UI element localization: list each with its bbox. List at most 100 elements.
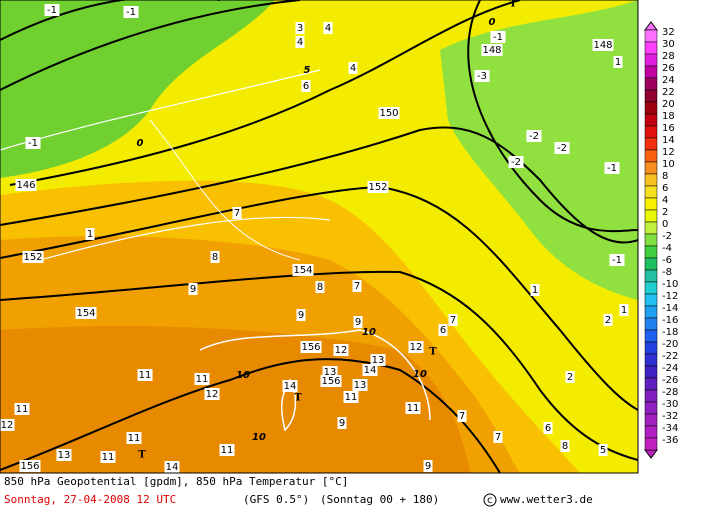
contour-label: 14 [166,462,179,473]
legend-label: 2 [662,207,668,218]
contour-label: -1 [28,138,38,149]
label-box [352,379,368,391]
footer-model: (GFS 0.5°) [243,493,309,506]
label-box [490,31,506,43]
contour-label: 11 [128,433,141,444]
label-box [295,36,305,48]
legend-cell [644,197,658,211]
legend-label: -20 [662,339,678,350]
legend-arrow-top [644,21,658,31]
contour-label: 11 [196,374,209,385]
label-box [232,207,242,219]
isotherm-label: 0 [137,138,144,149]
contour-label: 14 [284,381,297,392]
legend-cell [644,89,658,103]
contour-label: -1 [607,163,617,174]
label-box [348,62,358,74]
legend-cell [644,365,658,379]
legend-cell [644,401,658,415]
legend-label: 22 [662,87,675,98]
legend-label: 14 [662,135,675,146]
contour-label: 156 [20,461,39,472]
contour-label: 4 [350,63,356,74]
contour-label: -3 [477,71,487,82]
isotherm-label: 0 [489,17,496,28]
contour-lines [0,0,639,474]
contour-label: 6 [545,423,551,434]
contour-label: 8 [212,252,218,263]
label-box [378,107,400,119]
contour-label: -1 [126,7,136,18]
contour-label: 2 [605,315,611,326]
isotherm-label: 5 [304,65,311,76]
footer-site: www.wetter3.de [500,493,593,506]
footer-run: (Sonntag 00 + 180) [320,493,439,506]
legend-cell [644,101,658,115]
legend-label: 8 [662,171,668,182]
legend-cell [644,161,658,175]
legend-cell [644,113,658,127]
legend-cell [644,425,658,439]
legend-cell [644,413,658,427]
contour-label: 12 [206,389,219,400]
label-box [367,181,389,193]
legend-arrow-bottom [644,449,658,459]
label-box [493,431,503,443]
contour-label: 13 [372,355,385,366]
legend-label: -2 [662,231,672,242]
label-box [408,341,424,353]
contour-label: 11 [221,445,234,456]
label-box [282,380,298,392]
legend-label: -26 [662,375,678,386]
label-box [530,284,540,296]
low-marker: T [138,450,146,461]
contour-label: 7 [234,208,240,219]
legend-cell [644,257,658,271]
contour-label: 7 [459,411,465,422]
label-box [405,402,421,414]
map-background [0,0,638,473]
contour-label: 2 [567,372,573,383]
map-frame [0,0,639,474]
label-box [604,162,620,174]
legend-cell [644,353,658,367]
low-marker: T [509,0,517,10]
contour-label: 1 [532,285,538,296]
label-box [609,254,625,266]
legend-cell [644,269,658,283]
contour-label: 9 [355,317,361,328]
label-box [123,6,139,18]
label-box [320,375,342,387]
contour-label: 11 [139,370,152,381]
legend-cell [644,149,658,163]
label-box [613,56,623,68]
contour-label: -1 [612,255,622,266]
label-box [164,461,180,473]
footer-title: 850 hPa Geopotential [gpdm], 850 hPa Tem… [4,475,348,488]
legend-cell [644,77,658,91]
label-box [560,440,570,452]
label-box [565,371,575,383]
label-box [333,344,349,356]
contour-label: 156 [321,376,340,387]
label-box [337,417,347,429]
legend-cell [644,317,658,331]
contour-label: 5 [600,445,606,456]
contour-label: 12 [335,345,348,356]
label-box [210,251,220,263]
contour-label: 8 [562,441,568,452]
label-box [353,316,363,328]
legend-label: -34 [662,423,678,434]
legend-cell [644,209,658,223]
contour-label: 7 [354,281,360,292]
footer: 850 hPa Geopotential [gpdm], 850 hPa Tem… [4,475,593,507]
label-box [457,410,467,422]
legend-label: 28 [662,51,675,62]
label-box [56,449,72,461]
legend-label: -24 [662,363,678,374]
legend-label: 20 [662,99,675,110]
legend-label: -36 [662,435,678,446]
copyright-icon [483,493,497,507]
